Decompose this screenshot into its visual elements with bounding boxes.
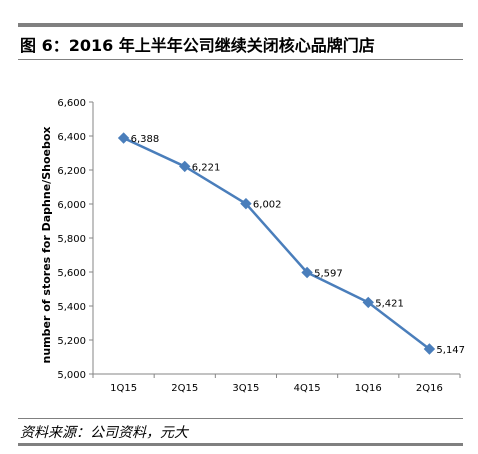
y-tick-label: 5,600 [57, 268, 86, 279]
y-axis: 5,000 5,200 5,400 5,600 5,800 6,000 6,200 6,400… [57, 98, 94, 381]
x-tick-label: 3Q15 [232, 383, 259, 394]
data-label: 5,421 [375, 298, 404, 309]
y-tick-label: 5,400 [57, 302, 86, 313]
x-axis: 1Q15 2Q15 3Q15 4Q15 1Q16 2Q16 [92, 373, 461, 394]
y-tick-label: 5,000 [57, 370, 86, 381]
data-point-marker [240, 197, 252, 210]
data-point-marker [423, 343, 436, 355]
data-point-marker [301, 266, 313, 279]
data-label: 5,597 [314, 269, 343, 280]
series-line [123, 136, 431, 351]
x-tick-label: 2Q15 [171, 383, 198, 394]
source-rule [18, 418, 463, 419]
figure-title: 图 6：2016 年上半年公司继续关闭核心品牌门店 [20, 36, 375, 55]
data-label: 6,221 [192, 162, 221, 173]
data-label: 5,147 [436, 345, 465, 356]
y-tick-label: 6,600 [57, 98, 86, 109]
y-tick-label: 6,000 [57, 200, 86, 211]
x-tick-label: 1Q15 [110, 383, 137, 394]
data-label: 6,388 [131, 134, 160, 145]
y-tick-label: 6,200 [57, 166, 86, 177]
y-axis-label: number of stores for Daphne/Shoebox [40, 127, 53, 364]
data-point-marker [117, 132, 130, 144]
data-label: 6,002 [253, 200, 282, 211]
series-stores: 6,388 6,221 6,002 5,597 5,421 5,147 [117, 132, 465, 356]
data-point-marker [362, 296, 374, 309]
x-tick-label: 2Q16 [416, 383, 443, 394]
top-rule-thick [18, 23, 463, 27]
x-tick-label: 4Q15 [294, 383, 321, 394]
y-tick-label: 5,200 [57, 336, 86, 347]
bottom-rule-thick [18, 443, 463, 446]
x-tick-label: 1Q16 [355, 383, 382, 394]
y-tick-label: 6,400 [57, 132, 86, 143]
data-point-marker [179, 160, 191, 173]
source-note: 资料来源：公司资料，元大 [20, 425, 188, 441]
title-underline [18, 59, 463, 60]
y-tick-label: 5,800 [57, 234, 86, 245]
